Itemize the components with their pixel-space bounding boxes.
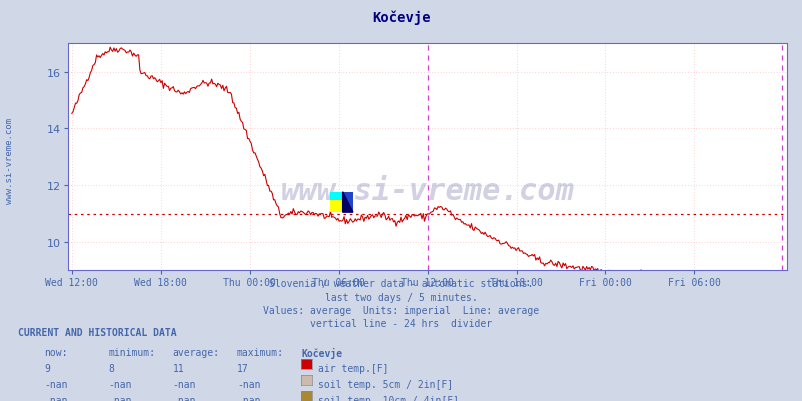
Bar	[342, 192, 352, 213]
Text: CURRENT AND HISTORICAL DATA: CURRENT AND HISTORICAL DATA	[18, 327, 176, 337]
Text: -nan: -nan	[108, 379, 132, 389]
Text: -nan: -nan	[237, 379, 260, 389]
Text: 9: 9	[44, 363, 50, 373]
Text: -nan: -nan	[44, 395, 67, 401]
Text: average:: average:	[172, 347, 220, 357]
Bar	[330, 192, 342, 213]
Text: Slovenia / weather data - automatic stations.: Slovenia / weather data - automatic stat…	[269, 279, 533, 289]
Text: soil temp. 5cm / 2in[F]: soil temp. 5cm / 2in[F]	[318, 379, 452, 389]
Text: soil temp. 10cm / 4in[F]: soil temp. 10cm / 4in[F]	[318, 395, 459, 401]
Text: now:: now:	[44, 347, 67, 357]
Text: minimum:: minimum:	[108, 347, 156, 357]
Text: 8: 8	[108, 363, 114, 373]
Text: Values: average  Units: imperial  Line: average: Values: average Units: imperial Line: av…	[263, 306, 539, 316]
Text: www.si-vreme.com: www.si-vreme.com	[5, 117, 14, 203]
Polygon shape	[342, 192, 352, 213]
Text: air temp.[F]: air temp.[F]	[318, 363, 388, 373]
Text: last two days / 5 minutes.: last two days / 5 minutes.	[325, 293, 477, 303]
Text: -nan: -nan	[172, 379, 196, 389]
Text: -nan: -nan	[172, 395, 196, 401]
Text: Kočevje: Kočevje	[371, 10, 431, 24]
Text: maximum:: maximum:	[237, 347, 284, 357]
Bar	[330, 192, 342, 200]
Text: vertical line - 24 hrs  divider: vertical line - 24 hrs divider	[310, 318, 492, 328]
Text: -nan: -nan	[237, 395, 260, 401]
Text: 11: 11	[172, 363, 184, 373]
Text: www.si-vreme.com: www.si-vreme.com	[280, 177, 574, 206]
Text: -nan: -nan	[44, 379, 67, 389]
Text: 17: 17	[237, 363, 249, 373]
Text: Kočevje: Kočevje	[301, 347, 342, 358]
Text: -nan: -nan	[108, 395, 132, 401]
